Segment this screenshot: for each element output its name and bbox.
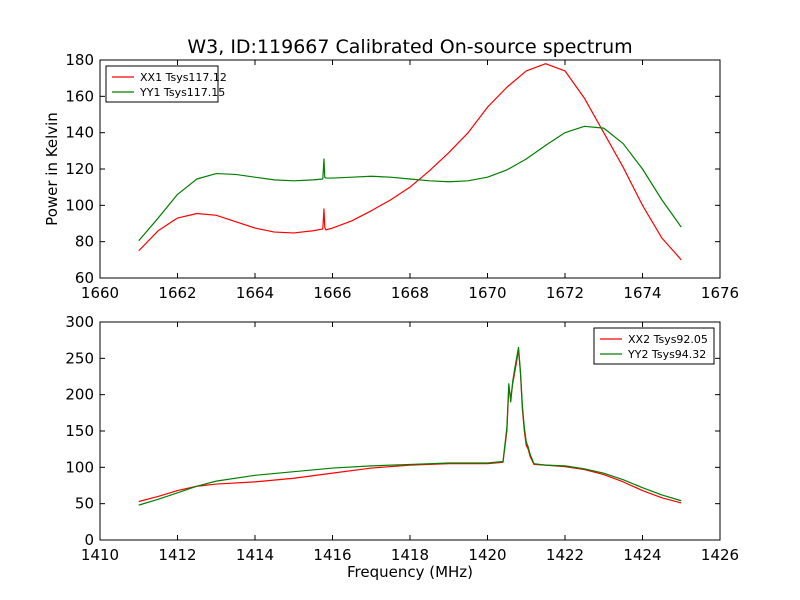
chart-title: W3, ID:119667 Calibrated On-source spect… <box>187 36 632 58</box>
legend-box <box>593 327 715 365</box>
legend-label-1: XX2 Tsys92.05 <box>628 333 708 346</box>
y-tick-label: 120 <box>65 160 94 178</box>
x-tick-label: 1670 <box>468 284 506 302</box>
x-tick-label: 1422 <box>546 546 584 564</box>
x-tick-label: 1664 <box>236 284 274 302</box>
series-line-2 <box>138 125 682 242</box>
x-tick-label: 1412 <box>158 546 196 564</box>
x-tick-label: 1418 <box>391 546 429 564</box>
legend: XX2 Tsys92.05 YY2 Tsys94.32 <box>593 327 715 365</box>
y-tick-label: 0 <box>84 531 94 549</box>
y-tick-label: 180 <box>65 51 94 69</box>
legend-label-2: YY1 Tsys117.15 <box>139 86 225 99</box>
legend-label-2: YY2 Tsys94.32 <box>627 348 706 361</box>
x-tick-label: 1424 <box>623 546 661 564</box>
x-tick-label: 1420 <box>468 546 506 564</box>
y-tick-label: 300 <box>65 313 94 331</box>
x-tick-label: 1674 <box>623 284 661 302</box>
series-line-2 <box>138 346 682 506</box>
x-tick-label: 1666 <box>313 284 351 302</box>
legend-label-1: XX1 Tsys117.12 <box>140 71 227 84</box>
y-tick-label: 200 <box>65 386 94 404</box>
x-tick-label: 1414 <box>236 546 274 564</box>
series-group <box>138 63 682 261</box>
y-tick-label: 160 <box>65 87 94 105</box>
x-tick-label: 1668 <box>391 284 429 302</box>
x-tick-label: 1660 <box>81 284 119 302</box>
y-tick-label: 80 <box>75 233 94 251</box>
upper-plot-panel: 1660 1662 1664 1666 1668 1670 1672 1674 1676 60 80… <box>43 51 739 302</box>
lower-plot-panel: 1410 1412 1414 1416 1418 1420 1422 1424 1426 0 50 1… <box>65 313 739 581</box>
x-tick-label: 1426 <box>701 546 739 564</box>
legend: XX1 Tsys117.12 YY1 Tsys117.15 <box>105 65 227 103</box>
y-tick-label: 250 <box>65 349 94 367</box>
y-tick-label: 50 <box>75 495 94 513</box>
x-tick-label: 1416 <box>313 546 351 564</box>
series-line-1 <box>138 349 682 504</box>
series-line-1 <box>138 63 682 261</box>
y-tick-label: 60 <box>75 269 94 287</box>
x-tick-label: 1662 <box>158 284 196 302</box>
y-tick-label: 100 <box>65 196 94 214</box>
y-axis-label: Power in Kelvin <box>43 112 61 226</box>
x-axis-label: Frequency (MHz) <box>347 563 473 581</box>
y-tick-label: 140 <box>65 124 94 142</box>
y-tick-label: 150 <box>65 422 94 440</box>
x-tick-label: 1672 <box>546 284 584 302</box>
x-tick-label: 1676 <box>701 284 739 302</box>
series-group <box>138 346 682 506</box>
y-tick-label: 100 <box>65 458 94 476</box>
x-tick-label: 1410 <box>81 546 119 564</box>
legend-box <box>105 65 219 103</box>
